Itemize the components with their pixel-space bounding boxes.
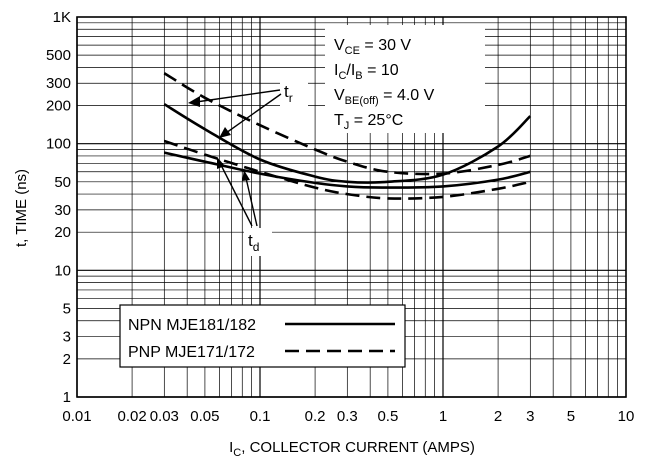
y-tick-label: 30 bbox=[54, 202, 71, 219]
condition-vbe-off: VBE(off) = 4.0 V bbox=[334, 87, 435, 107]
x-tick-label: 3 bbox=[526, 408, 534, 425]
x-tick-label: 2 bbox=[494, 408, 502, 425]
x-tick-labels: 0.01 0.02 0.03 0.05 0.1 0.2 0.3 0.5 1 2 3 5 10 bbox=[62, 408, 634, 425]
y-tick-label: 1K bbox=[53, 9, 71, 26]
x-tick-label: 0.3 bbox=[337, 408, 358, 425]
pnp-tr-curve bbox=[163, 72, 531, 176]
y-tick-label: 50 bbox=[54, 174, 71, 191]
x-tick-label: 0.05 bbox=[190, 408, 219, 425]
y-tick-label: 20 bbox=[54, 224, 71, 241]
y-tick-label: 2 bbox=[63, 351, 71, 368]
x-tick-label: 0.03 bbox=[150, 408, 179, 425]
condition-tj: TJ = 25°C bbox=[334, 112, 403, 132]
x-tick-label: 0.2 bbox=[305, 408, 326, 425]
plot-frame bbox=[76, 16, 627, 398]
legend-label-pnp: PNP MJE171/172 bbox=[128, 344, 255, 361]
x-tick-label: 0.1 bbox=[250, 408, 271, 425]
y-tick-label: 3 bbox=[63, 329, 71, 346]
x-tick-label: 5 bbox=[567, 408, 575, 425]
td-arrow-dashed bbox=[245, 177, 258, 227]
tr-arrow-dashed bbox=[195, 89, 281, 103]
x-axis-title: IC, COLLECTOR CURRENT (AMPS) bbox=[229, 439, 475, 459]
td-arrowhead-dashed bbox=[242, 170, 250, 181]
conditions-box bbox=[325, 25, 485, 133]
condition-vce: VCE = 30 V bbox=[334, 37, 411, 57]
tr-arrowhead-dashed bbox=[188, 96, 200, 107]
tr-arrowhead-solid bbox=[219, 127, 231, 138]
y-tick-label: 10 bbox=[54, 262, 71, 279]
x-tick-label: 10 bbox=[618, 408, 635, 425]
td-arrowhead-solid bbox=[217, 157, 225, 169]
y-tick-label: 100 bbox=[46, 136, 71, 153]
td-arrow-solid bbox=[220, 164, 253, 227]
y-tick-labels: 1 2 3 5 10 20 30 50 100 200 300 500 1K bbox=[46, 9, 71, 406]
td-label: td bbox=[248, 231, 259, 254]
x-tick-label: 0.5 bbox=[377, 408, 398, 425]
y-axis-title: t, TIME (ns) bbox=[13, 169, 30, 247]
x-tick-label: 0.01 bbox=[62, 408, 91, 425]
y-tick-label: 1 bbox=[63, 389, 71, 406]
tr-arrow-solid bbox=[225, 93, 282, 134]
y-tick-label: 200 bbox=[46, 98, 71, 115]
tr-label-bg bbox=[280, 78, 308, 106]
y-tick-label: 500 bbox=[46, 47, 71, 64]
x-tick-label: 1 bbox=[439, 408, 447, 425]
npn-tr-curve bbox=[163, 103, 532, 184]
td-label-bg bbox=[244, 228, 272, 256]
legend-label-npn: NPN MJE181/182 bbox=[128, 317, 256, 334]
condition-ic-ib: IC/IB = 10 bbox=[334, 62, 399, 82]
pnp-td-curve bbox=[163, 139, 531, 200]
legend-box bbox=[119, 304, 406, 368]
x-tick-label: 0.02 bbox=[117, 408, 146, 425]
data-curves bbox=[163, 72, 532, 200]
y-tick-label: 300 bbox=[46, 75, 71, 92]
tr-label: tr bbox=[284, 82, 293, 105]
y-tick-label: 5 bbox=[63, 300, 71, 317]
